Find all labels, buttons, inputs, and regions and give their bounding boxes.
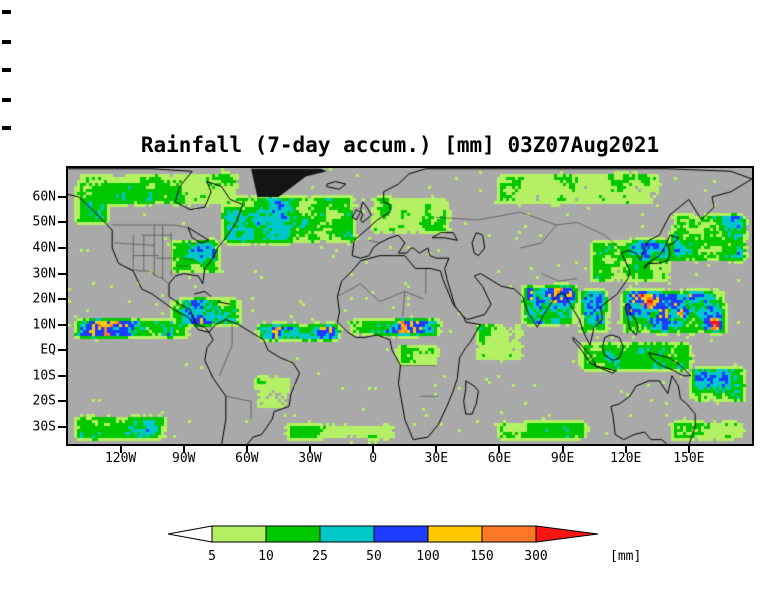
- colorbar-above-arrow: [535, 525, 599, 543]
- page-edge-mark: [2, 98, 11, 102]
- y-tick-label: 30S: [32, 419, 56, 435]
- colorbar-level-label: 50: [366, 549, 382, 564]
- x-tick-mark: [687, 446, 690, 453]
- y-tick-label: 30N: [32, 266, 56, 282]
- y-tick-mark: [58, 298, 66, 301]
- x-tick-mark: [624, 446, 627, 453]
- y-tick-mark: [58, 246, 66, 249]
- rainfall-map-canvas: [66, 166, 754, 446]
- y-tick-label: 60N: [32, 189, 56, 205]
- y-tick-mark: [58, 400, 66, 403]
- colorbar-level-label: 25: [312, 549, 328, 564]
- colorbar-level-label: 10: [258, 549, 274, 564]
- page-edge-mark: [2, 126, 11, 130]
- page-edge-mark: [2, 10, 11, 14]
- colorbar-segment: [319, 525, 375, 543]
- y-tick-mark: [58, 195, 66, 198]
- x-tick-label: 60E: [487, 451, 512, 466]
- y-tick-mark: [58, 425, 66, 428]
- y-tick-label: 20S: [32, 393, 56, 409]
- x-tick-label: 30W: [298, 451, 322, 466]
- y-tick-label: 50N: [32, 214, 56, 230]
- y-tick-label: 20N: [32, 291, 56, 307]
- page-edge-mark: [2, 40, 11, 44]
- x-tick-mark: [245, 446, 248, 453]
- y-tick-mark: [58, 349, 66, 352]
- colorbar-segment: [211, 525, 267, 543]
- x-tick-label: 90E: [550, 451, 575, 466]
- chart-title: Rainfall (7-day accum.) [mm] 03Z07Aug202…: [140, 133, 660, 157]
- colorbar-below-arrow: [167, 525, 213, 543]
- y-tick-label: EQ: [40, 342, 56, 358]
- y-tick-mark: [58, 272, 66, 275]
- y-tick-mark: [58, 374, 66, 377]
- y-tick-mark: [58, 323, 66, 326]
- x-tick-mark: [372, 446, 375, 453]
- colorbar-segment: [265, 525, 321, 543]
- colorbar-level-label: 300: [524, 549, 547, 564]
- y-tick-mark: [58, 221, 66, 224]
- colorbar: 5 10 25 50 100 150 300 [mm]: [160, 520, 641, 574]
- y-tick-label: 10N: [32, 317, 56, 333]
- colorbar-unit-label: [mm]: [610, 549, 640, 564]
- colorbar-segment: [373, 525, 429, 543]
- x-tick-label: 60W: [235, 451, 259, 466]
- colorbar-svg: 5 10 25 50 100 150 300 [mm]: [167, 525, 641, 564]
- colorbar-segment: [427, 525, 483, 543]
- colorbar-level-label: 100: [416, 549, 439, 564]
- y-tick-label: 10S: [32, 368, 56, 384]
- x-tick-label: 0: [369, 451, 378, 466]
- colorbar-level-label: 150: [470, 549, 493, 564]
- x-tick-label: 120E: [610, 451, 642, 466]
- colorbar-segment: [481, 525, 537, 543]
- y-tick-label: 40N: [32, 240, 56, 256]
- x-tick-mark: [309, 446, 312, 453]
- x-tick-label: 30E: [424, 451, 449, 466]
- x-tick-label: 120W: [104, 451, 137, 466]
- x-tick-label: 90W: [172, 451, 196, 466]
- x-tick-label: 150E: [673, 451, 705, 466]
- x-tick-mark: [435, 446, 438, 453]
- x-tick-mark: [498, 446, 501, 453]
- colorbar-level-label: 5: [208, 549, 216, 564]
- x-tick-mark: [119, 446, 122, 453]
- x-tick-mark: [182, 446, 185, 453]
- page-edge-mark: [2, 68, 11, 72]
- x-tick-mark: [561, 446, 564, 453]
